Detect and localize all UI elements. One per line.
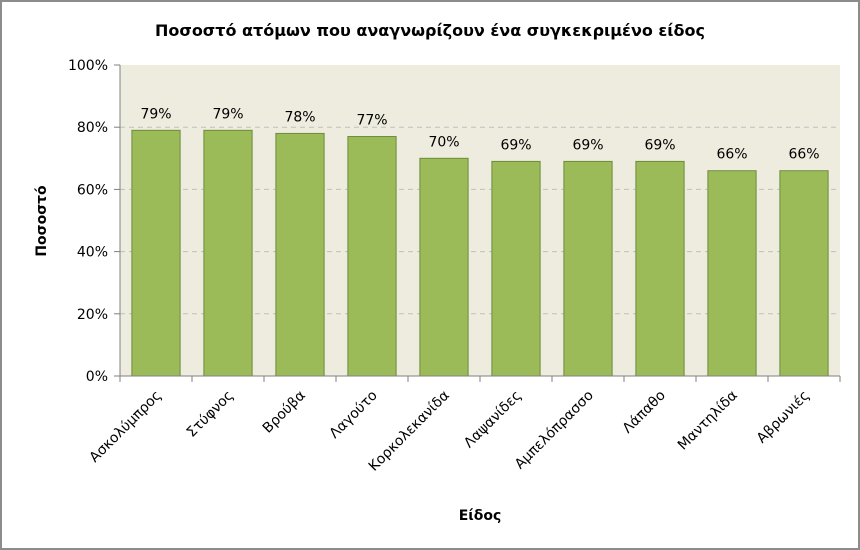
y-tick-labels: 0% 20% 40% 60% 80% 100% — [68, 58, 108, 385]
x-tick-label: Λαγούτο — [327, 388, 381, 442]
chart-title: Ποσοστό ατόμων που αναγνωρίζουν ένα συγκ… — [155, 21, 705, 40]
data-label: 79% — [140, 106, 171, 122]
data-label: 77% — [356, 113, 387, 129]
axes — [114, 64, 841, 382]
y-tick-label: 60% — [77, 182, 108, 198]
x-tick-label: Μαντηλίδα — [675, 388, 741, 454]
y-axis-title: Ποσοστό — [34, 185, 50, 257]
x-tick-label: Αβρωνιές — [754, 388, 813, 447]
x-tick-labels: Ασκολύμπρος Στύφνος Βρούβα ΛαγούτοΚορκολεκα… — [87, 388, 813, 475]
data-label: 69% — [500, 137, 531, 153]
x-tick-label: Ασκολύμπρος — [87, 388, 165, 466]
bar — [419, 157, 469, 377]
bar — [131, 129, 181, 377]
bar — [275, 132, 325, 377]
x-tick-label: Αμπελόπρασσο — [512, 388, 597, 473]
y-tick-label: 20% — [77, 307, 108, 323]
y-tick-label: 40% — [77, 245, 108, 261]
data-label: 79% — [212, 106, 243, 122]
x-tick-label: Βρούβα — [260, 388, 309, 437]
bar — [347, 136, 397, 377]
bar — [491, 160, 541, 377]
data-label: 66% — [716, 147, 747, 163]
data-label: 70% — [428, 134, 459, 150]
data-labels: 79% 79% 78% 77% 70% 69% 69% 69% 66% 66% — [140, 106, 819, 162]
data-label: 66% — [788, 147, 819, 163]
y-tick-label: 100% — [68, 58, 108, 74]
y-tick-label: 0% — [86, 369, 108, 385]
bar — [707, 170, 757, 377]
data-label: 69% — [644, 137, 675, 153]
bar — [563, 160, 613, 377]
bar — [779, 170, 829, 377]
x-axis-title: Είδος — [459, 508, 502, 524]
data-label: 69% — [572, 137, 603, 153]
x-tick-label: Λάπαθο — [620, 388, 669, 437]
bar — [635, 160, 685, 377]
bar — [203, 129, 253, 377]
x-tick-label: Στύφνος — [184, 388, 237, 441]
y-tick-label: 80% — [77, 120, 108, 136]
data-label: 78% — [284, 109, 315, 125]
x-tick-label: Λαψανίδες — [461, 388, 525, 452]
